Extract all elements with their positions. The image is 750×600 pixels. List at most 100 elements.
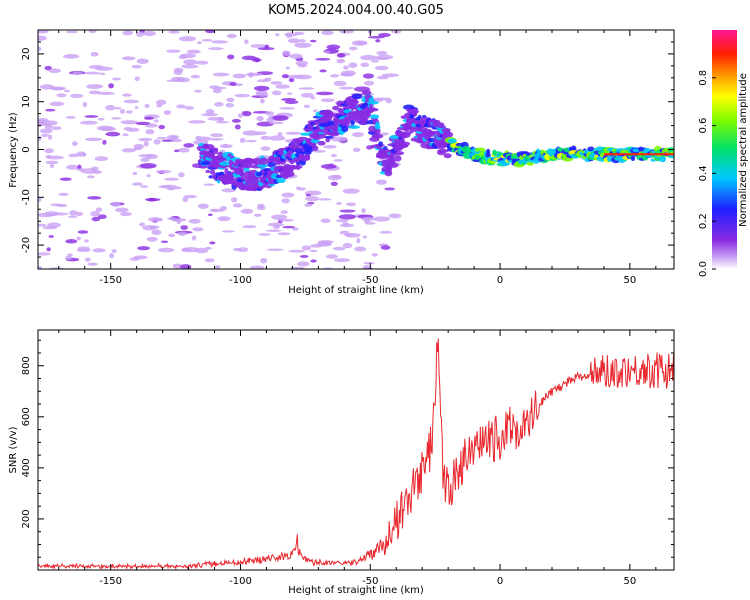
spectrogram-noise-blob [132, 171, 138, 176]
spectrogram-noise-blob [281, 192, 295, 198]
spectrogram-noise-blob [204, 246, 212, 250]
spectrogram-xtick-label: -150 [99, 275, 122, 286]
spectrogram-noise-blob [197, 203, 209, 209]
spectrogram-noise-blob [47, 134, 53, 140]
spectrogram-noise-blob [333, 159, 343, 162]
spectrogram-noise-blob [256, 131, 267, 135]
spectrogram-noise-blob [192, 227, 204, 232]
spectrogram-noise-blob [143, 30, 157, 37]
spectrogram-ridge-blob [402, 131, 412, 136]
spectrogram-noise-blob [320, 164, 337, 169]
spectrogram-ridge-blob [317, 140, 326, 146]
spectrogram-noise-blob [157, 247, 175, 253]
spectrogram-ridge-blob [349, 100, 360, 105]
spectrogram-noise-blob [310, 96, 316, 100]
spectrogram-noise-blob [304, 203, 313, 207]
spectrogram-noise-blob [65, 255, 72, 261]
spectrogram-noise-blob [160, 240, 169, 244]
spectrogram-noise-blob [323, 50, 331, 54]
spectrogram-noise-blob [267, 222, 285, 227]
snr-xtick-label: -150 [99, 576, 122, 587]
spectrogram-noise-blob [273, 224, 281, 230]
spectrogram-noise-blob [184, 106, 195, 110]
spectrogram-ridge-blob [239, 171, 245, 177]
spectrogram-noise-blob [320, 218, 331, 223]
spectrogram-ytick-label: 0 [21, 146, 32, 152]
spectrogram-noise-blob [178, 36, 197, 42]
spectrogram-noise-blob [343, 65, 349, 70]
spectrogram-noise-blob [56, 203, 68, 208]
spectrogram-noise-blob [72, 71, 83, 76]
spectrogram-noise-blob [133, 255, 148, 260]
spectrogram-noise-blob [80, 120, 98, 125]
spectrogram-noise-blob [293, 31, 305, 36]
spectrogram-ridge-blob [258, 157, 269, 165]
spectrogram-ridge-blob [351, 93, 363, 100]
spectrogram-noise-blob [345, 202, 357, 207]
spectrogram-noise-blob [290, 266, 305, 269]
spectrogram-noise-blob [303, 104, 311, 108]
spectrogram-noise-blob [182, 197, 189, 203]
spectrogram-noise-blob [105, 104, 116, 111]
spectrogram-noise-blob [225, 102, 235, 108]
spectrogram-noise-blob [348, 62, 358, 68]
spectrogram-noise-blob [354, 246, 367, 252]
spectrogram-noise-blob [65, 239, 78, 244]
snr-ytick-label: 800 [21, 356, 32, 375]
spectrogram-noise-blob [362, 264, 371, 269]
spectrogram-noise-blob [176, 104, 186, 109]
spectrogram-ridge-blob [374, 127, 381, 135]
spectrogram-noise-blob [201, 39, 213, 42]
spectrogram-noise-blob [58, 192, 69, 196]
spectrogram-noise-blob [38, 252, 51, 256]
spectrogram-ridge-blob [386, 166, 391, 174]
spectrogram-noise-blob [48, 235, 55, 238]
spectrogram-ridge-blob [227, 153, 232, 158]
colorbar-tick-label: 0.2 [698, 213, 709, 229]
spectrogram-ridge-blob [332, 105, 339, 111]
spectrogram-ridge-blob [388, 153, 395, 159]
spectrogram-noise-blob [330, 136, 348, 142]
spectrogram-noise-blob [158, 185, 172, 189]
spectrogram-noise-blob [232, 73, 247, 79]
spectrogram-noise-blob [305, 193, 312, 197]
snr-ylabel: SNR (v/v) [8, 426, 19, 473]
spectrogram-noise-blob [153, 139, 161, 145]
spectrogram-noise-blob [209, 85, 220, 90]
spectrogram-noise-blob [375, 39, 381, 43]
spectrogram-noise-blob [372, 216, 391, 222]
spectrogram-noise-blob [342, 188, 360, 194]
spectrogram-noise-blob [282, 225, 296, 229]
spectrogram-noise-blob [183, 143, 195, 148]
spectrogram-noise-blob [84, 239, 89, 243]
spectrogram-ylabel: Frequency (Hz) [8, 112, 19, 188]
spectrogram-noise-blob [108, 83, 114, 89]
spectrogram-noise-blob [367, 35, 385, 39]
spectrogram-xtick-label: 50 [624, 275, 637, 286]
spectrogram-noise-blob [63, 54, 80, 59]
spectrogram-noise-blob [86, 84, 104, 89]
spectrogram-noise-blob [38, 265, 43, 269]
spectrogram-noise-blob [76, 168, 85, 171]
spectrogram-noise-blob [177, 231, 187, 236]
spectrogram-noise-blob [310, 259, 317, 263]
spectrogram-ridge-blob [204, 144, 215, 150]
spectrogram-noise-blob [219, 206, 228, 211]
spectrogram-noise-blob [363, 261, 375, 265]
spectrogram-noise-blob [253, 85, 270, 92]
spectrogram-noise-blob [84, 257, 91, 262]
spectrogram-noise-blob [97, 214, 107, 220]
spectrogram-noise-blob [140, 157, 150, 163]
spectrogram-noise-blob [200, 113, 219, 117]
spectrogram-noise-blob [232, 203, 243, 208]
spectrogram-noise-blob [286, 92, 293, 95]
spectrogram-noise-blob [143, 116, 154, 120]
spectrogram-noise-blob [361, 217, 375, 222]
spectrogram-noise-blob [275, 33, 280, 37]
spectrogram-noise-blob [266, 248, 284, 251]
spectrogram-noise-blob [245, 72, 263, 77]
spectrogram-ridge-blob [312, 145, 319, 152]
spectrogram-noise-blob [260, 135, 271, 140]
spectrogram-noise-blob [320, 98, 335, 103]
spectrogram-noise-blob [140, 185, 149, 188]
